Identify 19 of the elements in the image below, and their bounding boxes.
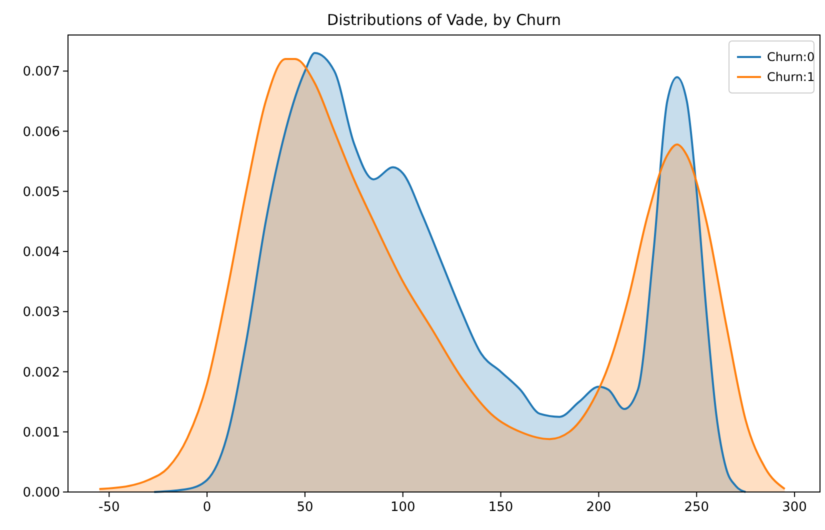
- x-tick-label: -50: [98, 500, 120, 515]
- x-tick-label: 50: [296, 500, 314, 515]
- x-tick-label: 0: [202, 500, 212, 515]
- y-tick-label: 0.000: [22, 486, 60, 501]
- x-tick-label: 300: [782, 500, 807, 515]
- y-tick-label: 0.007: [22, 64, 60, 80]
- y-tick-label: 0.004: [22, 245, 60, 260]
- x-tick-label: 100: [390, 500, 416, 515]
- y-tick-label: 0.001: [22, 425, 60, 440]
- y-tick-label: 0.006: [22, 124, 60, 140]
- y-tick-label: 0.003: [22, 305, 60, 320]
- x-tick-label: 250: [684, 500, 710, 515]
- legend-label: Churn:1: [767, 70, 815, 84]
- x-tick-label: 200: [586, 500, 612, 515]
- legend-label: Churn:0: [767, 50, 815, 64]
- chart-title: Distributions of Vade, by Churn: [327, 11, 561, 29]
- x-tick-label: 150: [488, 500, 514, 515]
- y-tick-label: 0.002: [22, 365, 60, 380]
- y-tick-label: 0.005: [22, 184, 60, 200]
